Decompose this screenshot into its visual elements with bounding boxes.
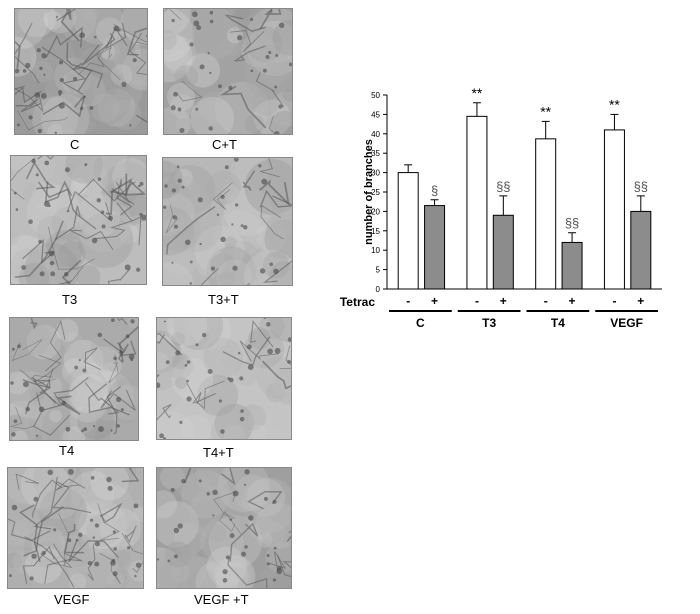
tetrac-sign: + xyxy=(500,294,507,308)
bar xyxy=(535,138,557,290)
y-tick-label: 35 xyxy=(371,149,380,158)
y-tick-label: 0 xyxy=(376,285,381,294)
significance-marker: ** xyxy=(609,96,620,112)
group-label: T3 xyxy=(482,316,496,330)
micrograph-label-c: C xyxy=(70,137,80,152)
y-tick-label: 30 xyxy=(371,169,380,178)
significance-marker: §§ xyxy=(634,179,648,194)
micrograph-vegf xyxy=(7,467,144,589)
group-label: T4 xyxy=(551,316,565,330)
micrograph-label-c-t: C+T xyxy=(212,137,237,152)
micrograph-label-t4: T4 xyxy=(59,443,75,458)
bar xyxy=(492,214,514,290)
bar xyxy=(630,210,652,290)
tetrac-sign: - xyxy=(544,294,548,308)
y-tick-label: 40 xyxy=(371,130,380,139)
significance-marker: ** xyxy=(471,85,482,101)
significance-marker: §§ xyxy=(496,179,510,194)
group-label: C xyxy=(416,316,425,330)
micrograph-label-vegf-t: VEGF +T xyxy=(194,592,249,607)
y-tick-label: 5 xyxy=(376,266,381,275)
micrograph-vegf-t xyxy=(156,467,292,589)
micrograph-c xyxy=(14,8,148,135)
micrograph-label-vegf: VEGF xyxy=(54,592,90,607)
y-tick-label: 15 xyxy=(371,227,380,236)
bar xyxy=(466,115,488,290)
micrograph-c-t xyxy=(163,8,293,135)
tetrac-sign: - xyxy=(475,294,479,308)
significance-marker: §§ xyxy=(565,216,579,231)
y-axis-label: number of branches xyxy=(363,139,375,245)
micrograph-label-t3-t: T3+T xyxy=(208,292,239,307)
tetrac-sign: - xyxy=(406,294,410,308)
micrograph-t4-t xyxy=(156,317,292,440)
micrograph-label-t4-t: T4+T xyxy=(203,445,234,460)
y-tick-label: 25 xyxy=(371,188,380,197)
y-tick-label: 20 xyxy=(371,207,380,216)
y-tick-label: 45 xyxy=(371,110,380,119)
micrograph-t4 xyxy=(9,317,139,441)
tetrac-sign: + xyxy=(569,294,576,308)
tetrac-sign: + xyxy=(431,294,438,308)
bar xyxy=(561,241,583,290)
branches-bar-chart: 0 5 10 15 20 25 30 35 40 45 50 number of branches - §… xyxy=(340,85,662,330)
bar xyxy=(603,129,625,290)
group-label: VEGF xyxy=(610,316,643,330)
bar xyxy=(397,172,419,290)
y-tick-label: 50 xyxy=(371,91,380,100)
significance-marker: § xyxy=(431,183,438,198)
significance-marker: ** xyxy=(540,103,551,119)
micrograph-t3-t xyxy=(162,157,293,286)
tetrac-sign: + xyxy=(637,294,644,308)
micrograph-t3 xyxy=(10,155,147,285)
bar xyxy=(424,205,446,290)
micrograph-label-t3: T3 xyxy=(62,292,78,307)
y-tick-label: 10 xyxy=(371,246,380,255)
tetrac-row-label: Tetrac xyxy=(340,295,375,309)
tetrac-sign: - xyxy=(612,294,616,308)
